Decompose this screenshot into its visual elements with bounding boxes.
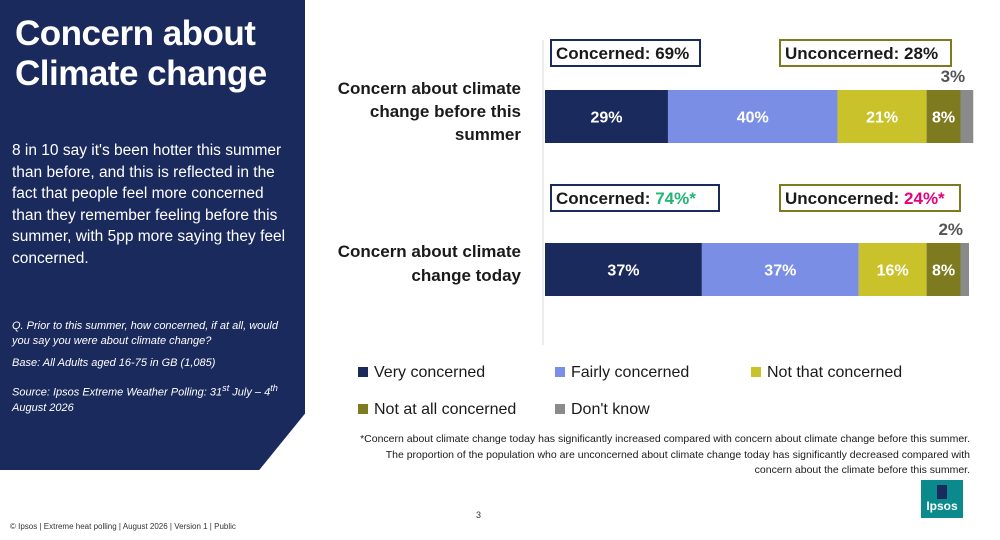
bar-segment xyxy=(545,243,702,296)
page-number: 3 xyxy=(476,510,482,520)
unconcerned-summary-box xyxy=(779,39,952,67)
bar-segment xyxy=(667,90,838,143)
legend-swatch xyxy=(555,367,565,377)
legend-item-not-that-concerned: Not that concerned xyxy=(751,364,902,382)
stacked-bar-chart: Concern about climate change before this s… xyxy=(338,39,974,345)
data-label: 37% xyxy=(607,263,639,280)
base-note: Base: All Adults aged 16-75 in GB (1,085… xyxy=(12,357,216,369)
footnote-line: concern about the climate before this su… xyxy=(754,464,970,476)
legend-label: Fairly concerned xyxy=(571,364,690,381)
category-label: Concern about climate xyxy=(338,242,521,261)
unconcerned-summary-label: Unconcerned: 28% xyxy=(785,44,938,63)
legend-swatch xyxy=(358,367,368,377)
footnote-line: The proportion of the population who are… xyxy=(385,448,970,461)
question-note: Q. Prior to this summer, how concerned, … xyxy=(12,320,278,347)
data-label: 2% xyxy=(938,220,963,239)
bar-segment xyxy=(837,90,927,143)
bar-segment xyxy=(926,243,961,296)
legend-label: Don't know xyxy=(571,401,650,418)
footer-text: © Ipsos | Extreme heat polling | August … xyxy=(10,522,236,531)
data-label: 16% xyxy=(877,263,909,280)
footnote-line: *Concern about climate change today has … xyxy=(360,433,970,445)
bar-segment xyxy=(858,243,927,296)
panel-body-text: 8 in 10 say it's been hotter this summer… xyxy=(12,142,286,267)
data-label: 21% xyxy=(866,110,898,127)
logo-text: Ipsos xyxy=(926,499,958,513)
legend-label: Not at all concerned xyxy=(374,401,517,418)
unconcerned-summary-label: Unconcerned: 24%* xyxy=(785,189,945,208)
legend-item-fairly-concerned: Fairly concerned xyxy=(555,364,689,382)
data-label: 3% xyxy=(941,67,966,86)
legend-item-very-concerned: Very concerned xyxy=(358,364,485,382)
data-label: 40% xyxy=(737,110,769,127)
category-label: change today xyxy=(411,266,521,285)
concerned-summary-label: Concerned: 69% xyxy=(556,44,689,63)
category-label: Concern about climate xyxy=(338,79,521,98)
bar-segment xyxy=(701,243,859,296)
bar-segment xyxy=(960,243,969,296)
bar-segment xyxy=(545,90,668,143)
concerned-summary-box xyxy=(550,39,701,67)
logo-mark-icon xyxy=(937,485,947,499)
left-panel: Concern about Climate change 8 in 10 say… xyxy=(0,0,305,470)
data-label: 8% xyxy=(932,110,955,127)
legend-item-dont-know: Don't know xyxy=(555,401,650,419)
concerned-summary-box xyxy=(550,184,720,212)
footnote: *Concern about climate change today has … xyxy=(330,432,970,479)
legend-swatch xyxy=(555,404,565,414)
source-note: Source: Ipsos Extreme Weather Polling: 3… xyxy=(12,383,278,414)
ipsos-logo: Ipsos xyxy=(921,480,963,518)
concerned-summary-label: Concerned: 74%* xyxy=(556,189,696,208)
legend-item-not-at-all-concerned: Not at all concerned xyxy=(358,401,516,419)
data-label: 8% xyxy=(932,263,955,280)
category-label: summer xyxy=(455,125,522,144)
legend-label: Not that concerned xyxy=(767,364,903,381)
bar-segment xyxy=(960,90,974,143)
bar-segment xyxy=(926,90,961,143)
legend-swatch xyxy=(751,367,761,377)
page-title: Concern about Climate change xyxy=(15,14,267,93)
unconcerned-summary-box xyxy=(779,184,961,212)
legend-label: Very concerned xyxy=(374,364,486,381)
data-label: 29% xyxy=(590,110,622,127)
category-label: change before this xyxy=(370,102,521,121)
legend-swatch xyxy=(358,404,368,414)
data-label: 37% xyxy=(764,263,796,280)
